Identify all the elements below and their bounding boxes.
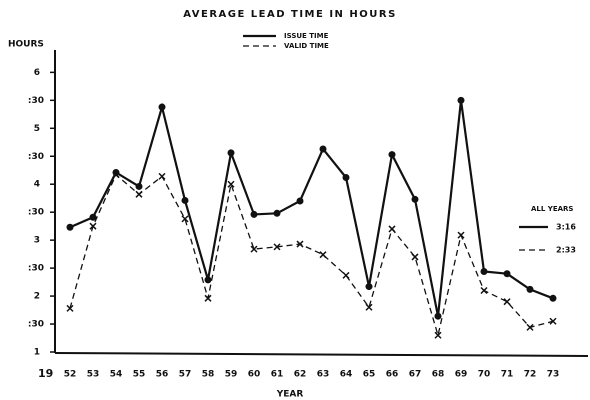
x-tick-label: 55 [133,370,146,380]
x-tick-label: 60 [248,370,261,380]
x-tick-label: 57 [179,370,192,380]
x-tick-label: 68 [432,370,445,380]
point [411,195,419,203]
point [273,209,281,217]
point [319,145,327,153]
x-tick-label: 56 [156,370,169,380]
x-tick-label: 63 [317,370,330,380]
point [434,312,442,320]
annotation-value: 2:33 [556,246,576,255]
point [296,240,304,248]
point [342,271,350,279]
y-tick-label: 4 [34,180,40,190]
point [365,283,373,291]
point [181,215,189,223]
x-tick-label: 69 [455,370,468,380]
point [158,172,166,180]
point [250,245,258,253]
legend-label: ISSUE TIME [284,32,329,40]
x-tick-label: 67 [409,370,422,380]
point [365,303,373,311]
x-tick-label: 64 [340,370,353,380]
point [388,151,396,159]
series-line [69,100,554,317]
point [273,243,281,251]
y-tick-label: :30 [28,208,44,218]
x-axis [54,352,589,357]
y-tick-label: :30 [28,264,44,274]
y-tick-label: 6 [34,68,40,78]
x-tick-label: 72 [524,370,537,380]
point [135,190,143,198]
point [526,285,534,293]
y-tick-label: :30 [28,320,44,330]
point [227,180,235,188]
point [549,294,557,302]
point [526,323,534,331]
series-line [69,173,554,338]
chart-title: AVERAGE LEAD TIME IN HOURS [183,9,397,20]
point [89,222,97,230]
y-tick-label: 3 [34,236,40,246]
point [388,225,396,233]
point [227,149,235,157]
point [411,253,419,261]
point [457,231,465,239]
annotation-title: ALL YEARS [531,205,573,213]
point [434,331,442,339]
point [503,270,511,278]
point [135,182,143,190]
x-tick-label: 70 [478,370,491,380]
point [296,197,304,205]
point [112,168,120,176]
point [250,210,258,218]
point [66,223,74,231]
y-tick-label: 1 [34,348,40,358]
point [342,174,350,182]
point [319,251,327,259]
x-tick-label: 58 [202,370,215,380]
x-tick-label: 65 [363,370,376,380]
legend-label: VALID TIME [284,42,329,50]
x-tick-label: 53 [87,370,100,380]
y-tick-label: :30 [28,96,44,106]
point [204,294,212,302]
point [549,317,557,325]
point [503,298,511,306]
x-tick-label: 59 [225,370,238,380]
y-tick-label: 2 [34,292,40,302]
y-tick-label: 5 [34,124,40,134]
point [457,96,465,104]
x-tick-label: 52 [64,370,77,380]
point [158,103,166,111]
x-prefix: 19 [38,367,53,380]
point [112,171,120,179]
x-tick-label: 61 [271,370,284,380]
y-tick-label: :30 [28,152,44,162]
x-tick-label: 73 [547,370,560,380]
x-tick-label: 71 [501,370,514,380]
point [66,304,74,312]
x-tick-label: 66 [386,370,399,380]
annotation-value: 3:16 [556,223,576,232]
y-axis-label: HOURS [8,40,44,50]
x-tick-label: 62 [294,370,307,380]
point [204,276,212,284]
point [89,213,97,221]
point [181,196,189,204]
x-axis-label: YEAR [276,390,304,400]
x-tick-label: 54 [110,370,123,380]
point [480,267,488,275]
point [480,286,488,295]
